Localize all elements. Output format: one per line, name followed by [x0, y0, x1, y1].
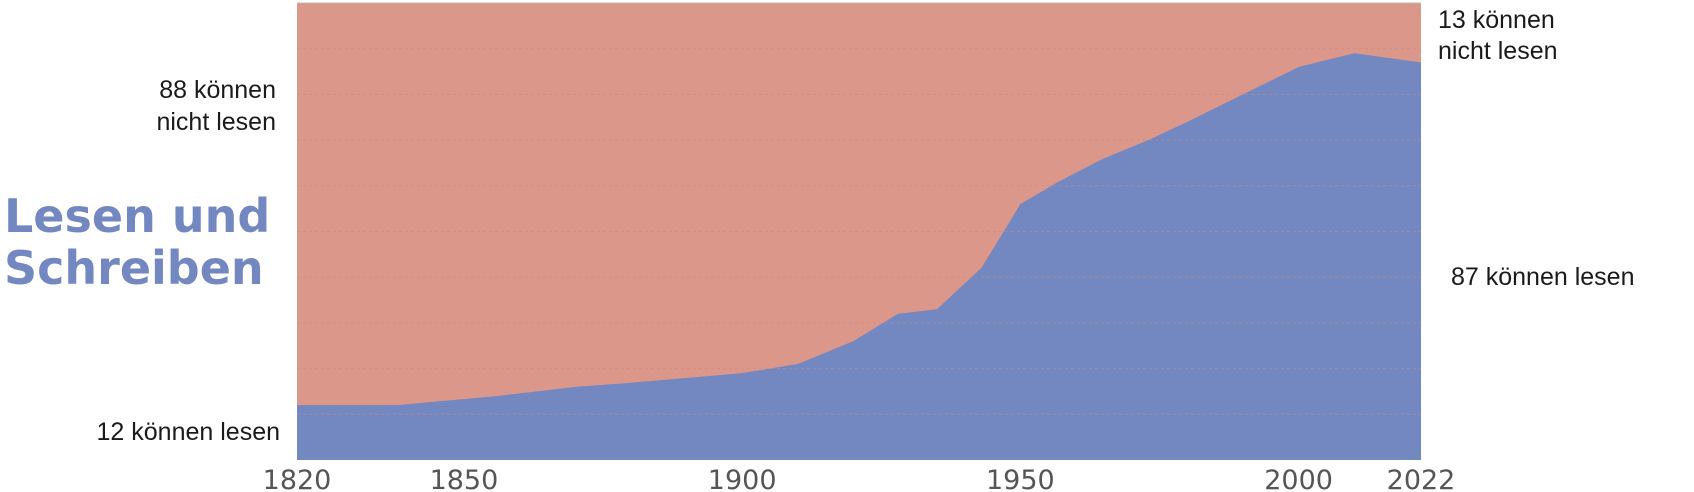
end-label-cannot-read-line2: nicht lesen: [1438, 37, 1558, 65]
x-tick-label: 1850: [430, 465, 499, 492]
gridlines: [297, 48, 1421, 415]
end-label-can-read: 87 können lesen: [1451, 263, 1634, 291]
end-label-cannot-read-line1: 13 können: [1438, 6, 1555, 34]
start-label-can-read: 12 können lesen: [97, 418, 280, 446]
start-label-cannot-read-line1: 88 können: [159, 76, 276, 104]
plot-area: [297, 2, 1421, 461]
chart-title-line2: Schreiben: [4, 241, 264, 295]
x-tick-label: 1820: [263, 465, 332, 492]
x-tick-label: 2000: [1264, 465, 1333, 492]
chart-title-line1: Lesen und: [4, 189, 270, 243]
x-axis-ticks: 1820 1850 1900 1950 2000 2022: [263, 465, 1456, 492]
start-label-cannot-read-line2: nicht lesen: [156, 108, 276, 136]
area-can-read: [297, 53, 1421, 461]
x-tick-label: 1950: [986, 465, 1055, 492]
x-tick-label: 1900: [708, 465, 777, 492]
x-tick-label: 2022: [1387, 465, 1456, 492]
